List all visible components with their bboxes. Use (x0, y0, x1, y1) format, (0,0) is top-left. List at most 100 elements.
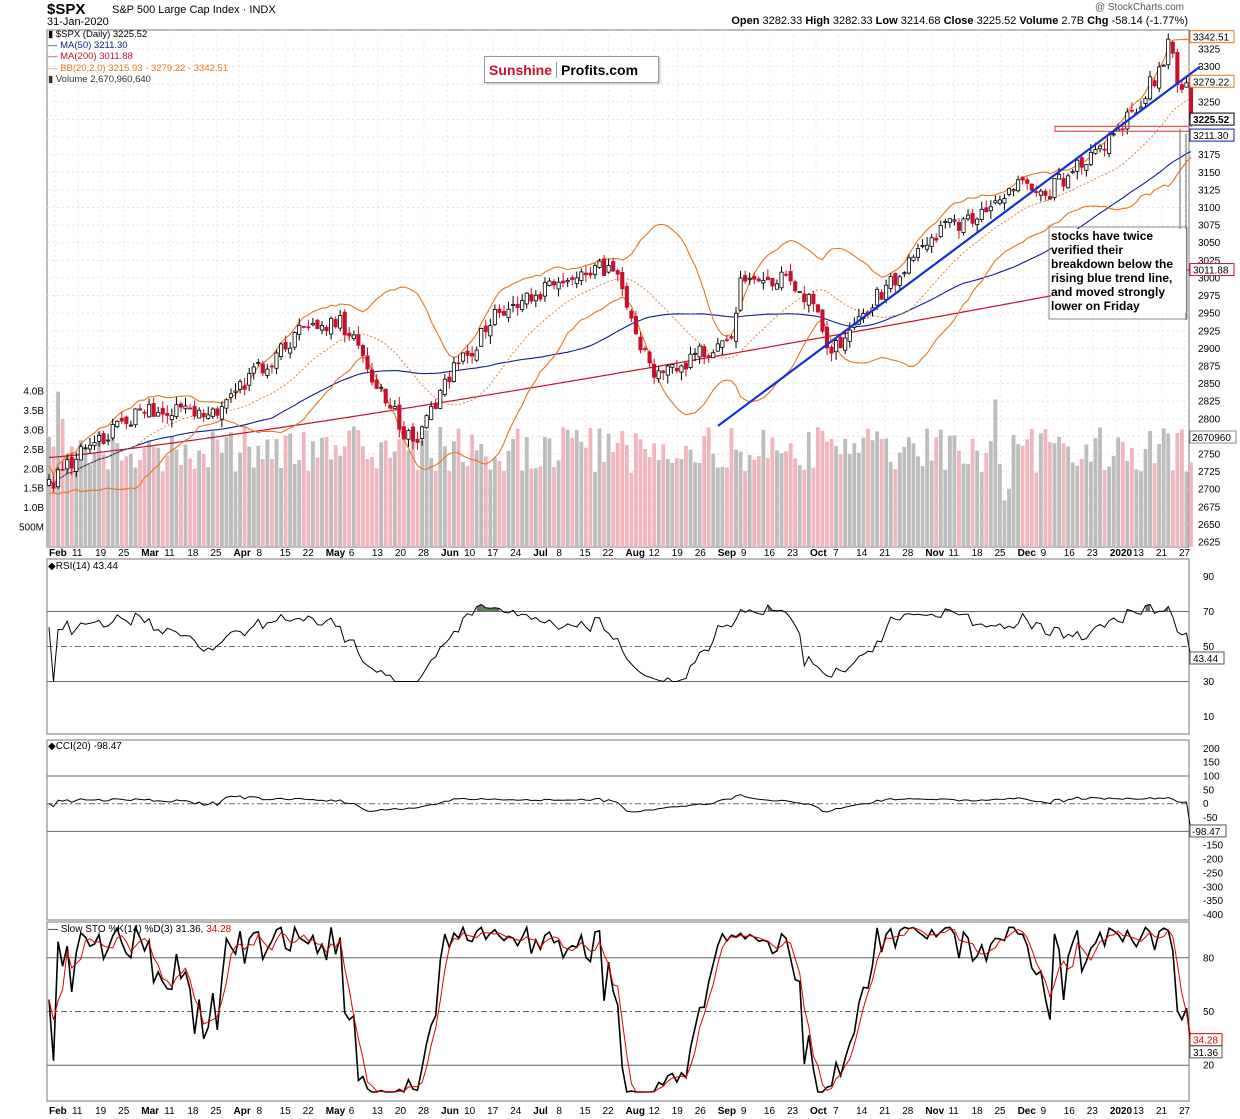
candle-body (752, 276, 757, 280)
x-tick-label: 19 (95, 548, 107, 559)
price-tag-box (1189, 128, 1235, 142)
bb-mid-line (48, 98, 1192, 485)
candle-body (915, 248, 921, 258)
volume-bar (315, 457, 320, 547)
x-tick-label: 12 (649, 548, 661, 559)
symbol-title: $SPX (47, 1, 85, 18)
x-tick-label: 21 (879, 548, 891, 559)
candle-body (156, 411, 161, 417)
volume-bar (543, 437, 547, 547)
candle-body (765, 276, 770, 281)
volume-bar (156, 447, 161, 547)
candle-body (988, 206, 993, 212)
x-tick-label-bottom: 8 (257, 1106, 263, 1117)
volume-bar (966, 464, 970, 547)
volume-bar (638, 439, 643, 547)
sto-k-label: 31.36 (1193, 1048, 1218, 1059)
low-label: Low (875, 15, 898, 27)
candle-body (174, 404, 179, 417)
price-tick-label: 2975 (1198, 291, 1221, 302)
volume-bar (952, 435, 957, 547)
price-tick-label: 2850 (1198, 379, 1221, 390)
x-tick-label: 6 (349, 548, 355, 559)
price-tag-box (1189, 263, 1235, 277)
candle-body (351, 334, 356, 339)
volume-bar (734, 449, 738, 547)
candle-body (515, 303, 520, 308)
x-tick-label-bottom: 26 (695, 1106, 707, 1117)
x-tick-label-bottom: 7 (833, 1106, 839, 1117)
price-tag-label: 3225.52 (1193, 115, 1230, 126)
candle-body (1102, 148, 1107, 151)
volume-bar (365, 459, 370, 547)
price-tick-label: 2800 (1198, 414, 1221, 425)
candle-body (588, 272, 593, 276)
volume-bar (442, 446, 447, 547)
volume-bar (474, 450, 479, 547)
cci-tick-label: -200 (1203, 855, 1223, 866)
x-tick-label-bottom: 6 (349, 1106, 355, 1117)
candle-body (256, 362, 261, 364)
x-tick-label-bottom: 8 (556, 1106, 562, 1117)
volume-bar (606, 433, 611, 547)
volume-bar (943, 469, 948, 547)
volume-bar (593, 472, 597, 547)
volume-bar (929, 460, 934, 547)
x-tick-label: Aug (626, 548, 645, 559)
candle-body (128, 424, 133, 427)
x-tick-label: 19 (672, 548, 684, 559)
x-tick-label: 23 (787, 548, 799, 559)
volume-bar (119, 460, 124, 547)
cci-value-tag (1189, 824, 1227, 838)
candle-body (137, 408, 143, 411)
ohlc-readout: Open 3282.33 High 3282.33 Low 3214.68 Cl… (731, 15, 1188, 27)
candle-body (1111, 133, 1116, 136)
candle-body (693, 352, 698, 355)
candle-body (720, 340, 725, 348)
candle-body (215, 408, 220, 416)
candle-body (374, 379, 379, 389)
x-tick-label: 8 (257, 548, 263, 559)
volume-bar (875, 431, 879, 547)
candle-body (761, 279, 766, 284)
volume-bar (251, 467, 256, 547)
volume-bar (1120, 441, 1125, 547)
volume-bar (169, 436, 174, 547)
volume-bar (106, 469, 111, 547)
candle-body (106, 439, 111, 442)
volume-bar (1134, 469, 1139, 547)
candle-body (683, 362, 689, 370)
candle-body (151, 403, 156, 417)
candle-body (729, 336, 734, 339)
candle-body (288, 347, 293, 354)
candle-body (1061, 178, 1066, 187)
volume-bar (370, 456, 374, 547)
candle-body (843, 337, 848, 351)
close-value: 3225.52 (976, 15, 1017, 27)
sto-k-tag (1189, 1045, 1223, 1059)
x-tick-label: 23 (1087, 548, 1099, 559)
volume-bar (456, 428, 461, 547)
volume-bar (1102, 469, 1107, 547)
candle-body (92, 442, 97, 447)
candle-body (447, 376, 452, 383)
x-tick-label: 11 (72, 548, 83, 559)
candle-body (224, 399, 229, 409)
volume-tick-label: 3.0B (23, 425, 44, 436)
candle-body (238, 381, 243, 390)
candle-body (811, 293, 816, 305)
volume-bar (147, 441, 152, 547)
volume-bar (916, 456, 920, 547)
candle-body (206, 414, 211, 419)
price-tick-label: 3000 (1198, 273, 1221, 284)
volume-bar (1166, 433, 1171, 547)
volume-bar (356, 430, 361, 547)
volume-bar (1152, 463, 1157, 547)
candle-body (242, 385, 247, 390)
x-tick-label: 21 (1156, 548, 1168, 559)
volume-bar (406, 450, 411, 547)
x-tick-label-bottom: 27 (1179, 1106, 1191, 1117)
volume-tick-label: 2.5B (23, 445, 44, 456)
price-tag-box (1189, 74, 1235, 88)
volume-bar (210, 431, 215, 547)
